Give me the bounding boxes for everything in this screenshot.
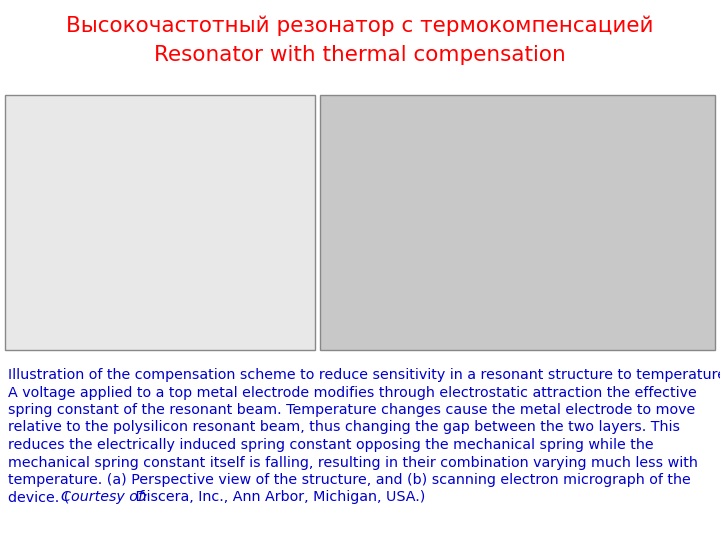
Text: device. (: device. ( — [8, 490, 69, 504]
Bar — [320, 95, 715, 350]
Text: reduces the electrically induced spring constant opposing the mechanical spring : reduces the electrically induced spring … — [8, 438, 654, 452]
Text: Высокочастотный резонатор с термокомпенсацией: Высокочастотный резонатор с термокомпенс… — [66, 15, 654, 36]
Text: relative to the polysilicon resonant beam, thus changing the gap between the two: relative to the polysilicon resonant bea… — [8, 421, 680, 435]
Text: spring constant of the resonant beam. Temperature changes cause the metal electr: spring constant of the resonant beam. Te… — [8, 403, 696, 417]
Text: Discera, Inc., Ann Arbor, Michigan, USA.): Discera, Inc., Ann Arbor, Michigan, USA.… — [131, 490, 426, 504]
Text: A voltage applied to a top metal electrode modifies through electrostatic attrac: A voltage applied to a top metal electro… — [8, 386, 697, 400]
Text: Illustration of the compensation scheme to reduce sensitivity in a resonant stru: Illustration of the compensation scheme … — [8, 368, 720, 382]
Text: Resonator with thermal compensation: Resonator with thermal compensation — [154, 45, 566, 65]
Text: mechanical spring constant itself is falling, resulting in their combination var: mechanical spring constant itself is fal… — [8, 456, 698, 469]
Text: temperature. (a) Perspective view of the structure, and (b) scanning electron mi: temperature. (a) Perspective view of the… — [8, 473, 690, 487]
Bar — [5, 95, 315, 350]
Text: Courtesy of:: Courtesy of: — [60, 490, 148, 504]
